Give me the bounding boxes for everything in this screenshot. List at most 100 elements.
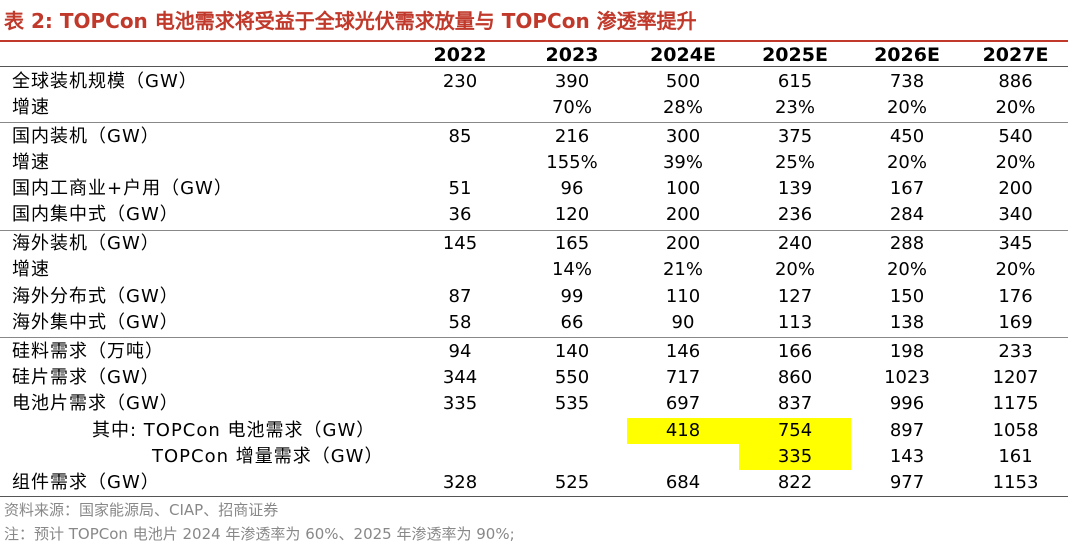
row-label: 海外装机（GW） (12, 233, 160, 254)
table-cell: 20% (774, 259, 815, 280)
table-cell (410, 150, 510, 176)
table-cell: 996 (889, 393, 925, 414)
col-header: 2023 (545, 44, 599, 66)
table-row: 组件需求（GW） 328 525 684 822 977 1153 (0, 470, 1068, 496)
table-cell (522, 444, 622, 470)
table-cell: 146 (665, 341, 701, 362)
table-cell: 20% (995, 259, 1036, 280)
table-cell: 738 (889, 71, 925, 92)
row-label: 硅料需求（万吨） (12, 341, 164, 362)
table-cell: 113 (777, 312, 813, 333)
table-cell: 127 (777, 286, 813, 307)
table-cell: 14% (551, 259, 592, 280)
table-cell: 236 (777, 204, 813, 225)
col-header: 2022 (433, 44, 487, 66)
table-cell: 39% (662, 152, 703, 173)
header-row: 2022 2023 2024E 2025E 2026E 2027E (0, 42, 1068, 68)
table-cell: 110 (665, 286, 701, 307)
table-cell: 284 (889, 204, 925, 225)
table-cell: 200 (665, 204, 701, 225)
table-cell: 198 (889, 341, 925, 362)
table-cell: 886 (998, 71, 1033, 92)
table-cell: 897 (889, 420, 925, 441)
table-cell: 20% (995, 97, 1036, 118)
table-cell: 697 (665, 393, 701, 414)
table-row: TOPCon 增量需求（GW） 335 143 161 (0, 444, 1068, 470)
row-label: 电池片需求（GW） (12, 393, 179, 414)
table-cell: 165 (554, 233, 590, 254)
table-cell: 977 (889, 472, 925, 493)
col-header: 2025E (762, 44, 828, 66)
table-cell: 138 (889, 312, 925, 333)
table-cell: 200 (998, 178, 1033, 199)
row-label: 全球装机规模（GW） (12, 71, 198, 92)
row-label: 其中: TOPCon 电池需求（GW） (92, 420, 376, 441)
table-cell: 500 (665, 71, 701, 92)
table-cell: 120 (554, 204, 590, 225)
table-cell: 20% (886, 97, 927, 118)
table-cell: 96 (560, 178, 584, 199)
table-cell: 684 (665, 472, 701, 493)
source-note: 资料来源：国家能源局、CIAP、招商证券 (4, 501, 279, 519)
table-cell: 90 (671, 312, 695, 333)
table-cell: 335 (442, 393, 478, 414)
table-row: 国内工商业+户用（GW） 51 96 100 139 167 200 (0, 176, 1068, 202)
table-title: 表 2: TOPCon 电池需求将受益于全球光伏需求放量与 TOPCon 渗透率… (4, 9, 697, 33)
table-cell: 20% (995, 152, 1036, 173)
row-label: 国内工商业+户用（GW） (12, 178, 233, 199)
table-cell: 837 (777, 393, 813, 414)
row-label: TOPCon 增量需求（GW） (152, 446, 384, 467)
table-cell: 344 (442, 367, 478, 388)
highlighted-cell: 418 (627, 418, 739, 444)
table-cell: 300 (665, 126, 701, 147)
table-row: 国内集中式（GW） 36 120 200 236 284 340 (0, 202, 1068, 228)
table-cell: 139 (777, 178, 813, 199)
table-cell: 450 (889, 126, 925, 147)
table-cell: 85 (448, 126, 472, 147)
table-cell: 167 (889, 178, 925, 199)
row-label: 海外分布式（GW） (12, 286, 179, 307)
group-divider (0, 230, 1068, 231)
footnote: 注：预计 TOPCon 电池片 2024 年渗透率为 60%、2025 年渗透率… (4, 525, 515, 543)
table-cell: 328 (442, 472, 478, 493)
row-label: 增速 (12, 259, 50, 280)
table-cell: 166 (777, 341, 813, 362)
table-cell: 28% (662, 97, 703, 118)
table-cell: 822 (777, 472, 813, 493)
table-cell (410, 95, 510, 121)
row-label: 海外集中式（GW） (12, 312, 179, 333)
col-header: 2026E (874, 44, 940, 66)
table-cell: 94 (448, 341, 472, 362)
table-cell: 390 (554, 71, 590, 92)
table-row: 增速 14% 21% 20% 20% 20% (0, 257, 1068, 283)
table-cell: 155% (546, 152, 598, 173)
table-row: 硅料需求（万吨） 94 140 146 166 198 233 (0, 339, 1068, 365)
table-cell: 161 (998, 446, 1033, 467)
table-cell: 345 (998, 233, 1033, 254)
table-cell: 21% (662, 259, 703, 280)
table-cell: 375 (777, 126, 813, 147)
table-cell: 143 (889, 446, 925, 467)
group-divider (0, 337, 1068, 338)
row-label: 硅片需求（GW） (12, 367, 160, 388)
table-cell: 20% (886, 259, 927, 280)
table-cell: 550 (554, 367, 590, 388)
row-label: 国内装机（GW） (12, 126, 160, 147)
header-divider (0, 66, 1068, 67)
table-cell: 150 (889, 286, 925, 307)
table-row: 海外分布式（GW） 87 99 110 127 150 176 (0, 284, 1068, 310)
row-label: 组件需求（GW） (12, 472, 160, 493)
table-cell: 540 (998, 126, 1033, 147)
table-cell: 36 (448, 204, 472, 225)
table-cell: 169 (998, 312, 1033, 333)
table-cell: 200 (665, 233, 701, 254)
title-divider (0, 40, 1068, 42)
table-cell: 525 (554, 472, 590, 493)
table-row: 电池片需求（GW） 335 535 697 837 996 1175 (0, 391, 1068, 417)
table-cell: 340 (998, 204, 1033, 225)
table-cell: 100 (665, 178, 701, 199)
table-cell: 535 (554, 393, 590, 414)
table-cell: 51 (448, 178, 472, 199)
table-cell: 145 (442, 233, 478, 254)
table-cell: 1023 (884, 367, 930, 388)
